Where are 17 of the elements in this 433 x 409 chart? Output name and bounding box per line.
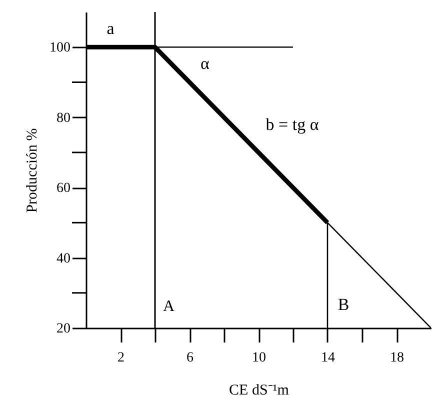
x-tick-label: 6 xyxy=(186,350,194,366)
annotation: α xyxy=(200,54,210,74)
annotation: B xyxy=(338,295,350,314)
ref-line-label: A xyxy=(163,298,175,315)
x-tick-label: 2 xyxy=(118,350,124,366)
y-tick-label: 100 xyxy=(50,40,70,56)
y-tick-label: 40 xyxy=(56,251,70,266)
annotation: a xyxy=(106,19,115,38)
y-axis-title: Producción % xyxy=(24,128,40,213)
x-tick-label: 10 xyxy=(252,350,266,366)
y-tick-label: 80 xyxy=(56,110,70,126)
y-tick-label: 60 xyxy=(56,181,70,196)
y-tick-label: 20 xyxy=(56,322,70,336)
x-tick-label: 18 xyxy=(390,350,404,366)
x-axis-title: CE dS⁻¹m xyxy=(229,382,290,398)
annotation: b = tg α xyxy=(266,114,319,134)
x-tick-label: 14 xyxy=(321,350,335,366)
